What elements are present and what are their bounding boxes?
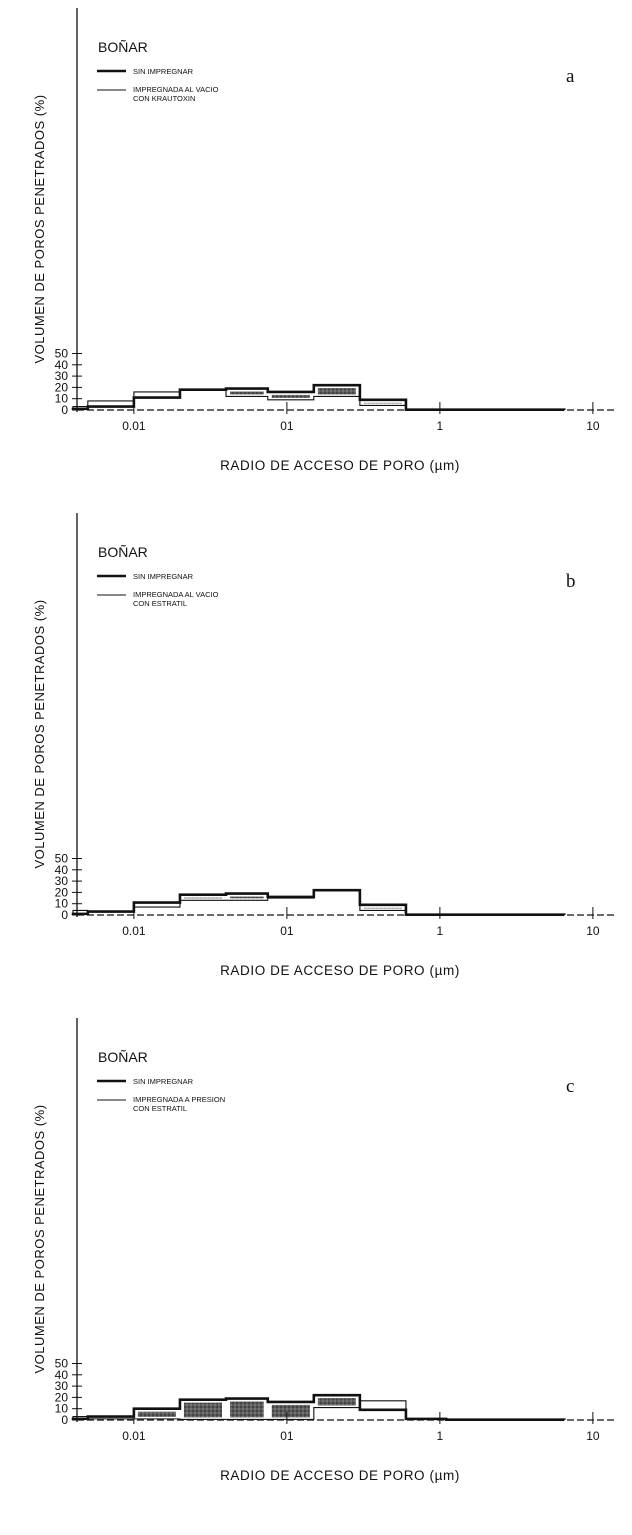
y-tick-label: 10 — [55, 1402, 69, 1416]
panel-letter: c — [566, 1076, 574, 1097]
y-axis-title: VOLUMEN DE POROS PENETRADOS (%) — [32, 1104, 47, 1373]
shaded-region-bin — [363, 402, 402, 404]
y-tick-label: 50 — [55, 347, 69, 361]
x-tick-label: 0.01 — [122, 1429, 146, 1443]
y-tick-label: 10 — [55, 897, 69, 911]
y-tick-label: 10 — [55, 392, 69, 406]
x-tick-label: 1 — [437, 419, 444, 433]
y-tick-label: 0 — [61, 403, 68, 417]
legend-thin-label-line2: CON KRAUTOXIN — [133, 94, 195, 103]
y-tick-label: 30 — [55, 874, 69, 888]
y-tick-label: 50 — [55, 1357, 69, 1371]
y-tick-label: 50 — [55, 852, 69, 866]
x-tick-label: 1 — [437, 924, 444, 938]
y-axis-title: VOLUMEN DE POROS PENETRADOS (%) — [32, 94, 47, 363]
y-tick-label: 30 — [55, 1379, 69, 1393]
shaded-region-bin — [230, 391, 264, 395]
chart-title: BOÑAR — [98, 1049, 148, 1065]
y-tick-label: 30 — [55, 369, 69, 383]
y-tick-label: 40 — [55, 1368, 69, 1382]
y-tick-label: 20 — [55, 380, 69, 394]
panel-letter: a — [566, 66, 575, 87]
shaded-region-bin — [317, 1398, 356, 1406]
x-tick-label: 01 — [280, 419, 294, 433]
x-axis-title: RADIO DE ACCESO DE PORO (µm) — [220, 458, 460, 473]
shaded-region-bin — [183, 1402, 222, 1418]
x-tick-label: 1 — [437, 1429, 444, 1443]
x-tick-label: 10 — [586, 924, 600, 938]
series-thick-histogram — [71, 383, 566, 411]
series-thick-histogram — [71, 888, 566, 916]
y-tick-label: 20 — [55, 1390, 69, 1404]
y-tick-label: 40 — [55, 863, 69, 877]
shaded-region-bin — [317, 388, 356, 395]
shaded-region-bin — [230, 896, 264, 899]
legend-thick-label: SIN IMPREGNAR — [133, 1077, 194, 1086]
x-tick-label: 01 — [280, 1429, 294, 1443]
series-thin-histogram — [72, 389, 565, 411]
panel-letter: b — [566, 571, 576, 592]
x-tick-label: 10 — [586, 419, 600, 433]
legend-thin-label-line1: IMPREGNADA A PRESION — [133, 1095, 225, 1104]
x-tick-label: 0.01 — [122, 419, 146, 433]
x-tick-label: 0.01 — [122, 924, 146, 938]
chart-title: BOÑAR — [98, 544, 148, 560]
legend-thin-label-line1: IMPREGNADA AL VACIO — [133, 85, 219, 94]
y-tick-label: 20 — [55, 885, 69, 899]
series-thick-histogram — [71, 1393, 566, 1421]
legend-thin-label-line1: IMPREGNADA AL VACIO — [133, 590, 219, 599]
shaded-region-bin — [183, 897, 222, 899]
shaded-region-bin — [363, 907, 402, 909]
x-axis-title: RADIO DE ACCESO DE PORO (µm) — [220, 963, 460, 978]
chart-title: BOÑAR — [98, 39, 148, 55]
shaded-region-bin — [271, 1404, 310, 1418]
x-tick-label: 10 — [586, 1429, 600, 1443]
legend-thin-label-line2: CON ESTRATIL — [133, 599, 187, 608]
x-axis-title: RADIO DE ACCESO DE PORO (µm) — [220, 1468, 460, 1483]
y-axis-title: VOLUMEN DE POROS PENETRADOS (%) — [32, 599, 47, 868]
x-tick-label: 01 — [280, 924, 294, 938]
y-tick-label: 0 — [61, 1413, 68, 1427]
shaded-region-bin — [137, 1411, 176, 1417]
shaded-region-bin — [271, 394, 310, 398]
legend-thick-label: SIN IMPREGNAR — [133, 67, 194, 76]
shaded-region-bin — [230, 1401, 264, 1418]
y-tick-label: 0 — [61, 908, 68, 922]
legend-thin-label-line2: CON ESTRATIL — [133, 1104, 187, 1113]
y-tick-label: 40 — [55, 358, 69, 372]
legend-thick-label: SIN IMPREGNAR — [133, 572, 194, 581]
